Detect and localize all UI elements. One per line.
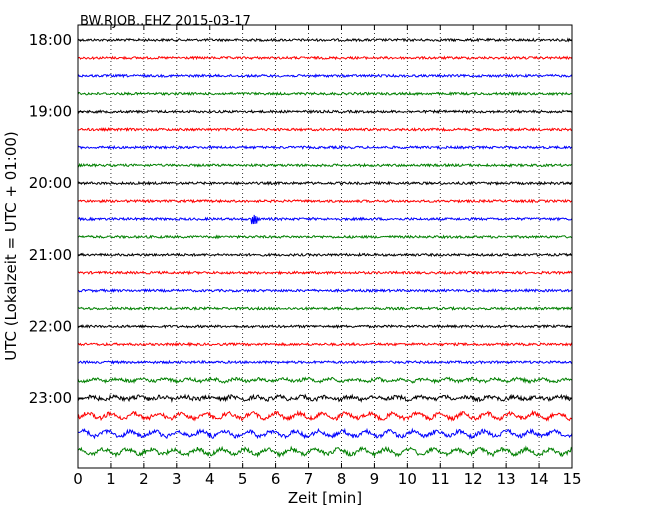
trace-line <box>77 393 573 403</box>
trace-line <box>77 162 573 168</box>
y-tick-labels: 18:00 19:00 20:00 21:00 22:00 23:00 <box>29 31 72 407</box>
x-tick-label: 11 <box>431 470 450 488</box>
trace-line <box>77 91 573 97</box>
trace-line <box>77 37 573 43</box>
trace-line <box>77 341 573 347</box>
y-axis-title: UTC (Lokalzeit = UTC + 01:00) <box>2 131 20 361</box>
x-tick-label: 8 <box>337 470 347 488</box>
x-tick-label: 2 <box>139 470 149 488</box>
x-tick-label: 3 <box>172 470 182 488</box>
x-tick-label: 13 <box>497 470 516 488</box>
x-tick-label: 9 <box>370 470 380 488</box>
x-axis-title: Zeit [min] <box>288 489 362 507</box>
chart-title: BW.RJOB..EHZ 2015-03-17 <box>80 14 251 29</box>
trace-line <box>77 270 573 276</box>
trace-line <box>77 198 573 204</box>
x-tick-label: 15 <box>562 470 581 488</box>
y-tick-label: 18:00 <box>29 31 72 49</box>
trace-line <box>77 409 573 422</box>
x-tick-label: 5 <box>238 470 248 488</box>
y-tick-label: 20:00 <box>29 174 72 192</box>
trace-line <box>77 234 573 240</box>
y-tick-label: 21:00 <box>29 246 72 264</box>
trace-line <box>77 376 573 385</box>
trace-line <box>77 144 573 150</box>
trace-line <box>77 55 573 61</box>
x-tick-label: 14 <box>530 470 549 488</box>
x-tick-label: 0 <box>73 470 83 488</box>
axis-ticks <box>77 25 573 468</box>
traces <box>77 37 573 458</box>
trace-line <box>77 323 573 329</box>
y-tick-label: 22:00 <box>29 317 72 335</box>
x-tick-label: 7 <box>304 470 314 488</box>
x-tick-label: 12 <box>464 470 483 488</box>
x-tick-label: 10 <box>398 470 417 488</box>
trace-line <box>77 126 573 132</box>
trace-line <box>77 252 573 258</box>
x-tick-label: 6 <box>271 470 281 488</box>
grid-lines <box>110 25 540 468</box>
trace-line <box>77 180 573 186</box>
trace-line <box>77 288 573 294</box>
y-tick-label: 23:00 <box>29 389 72 407</box>
trace-line <box>77 73 573 79</box>
plot-frame <box>77 24 573 469</box>
x-tick-labels: 0 1 2 3 4 5 6 7 8 9 10 11 12 13 14 15 <box>73 470 581 488</box>
y-tick-label: 19:00 <box>29 103 72 121</box>
trace-line <box>77 445 573 458</box>
x-tick-label: 1 <box>106 470 116 488</box>
x-tick-label: 4 <box>205 470 215 488</box>
trace-line <box>77 427 573 440</box>
trace-line <box>77 109 573 115</box>
trace-line <box>77 359 573 365</box>
trace-line <box>77 305 573 311</box>
trace-line <box>77 214 573 225</box>
